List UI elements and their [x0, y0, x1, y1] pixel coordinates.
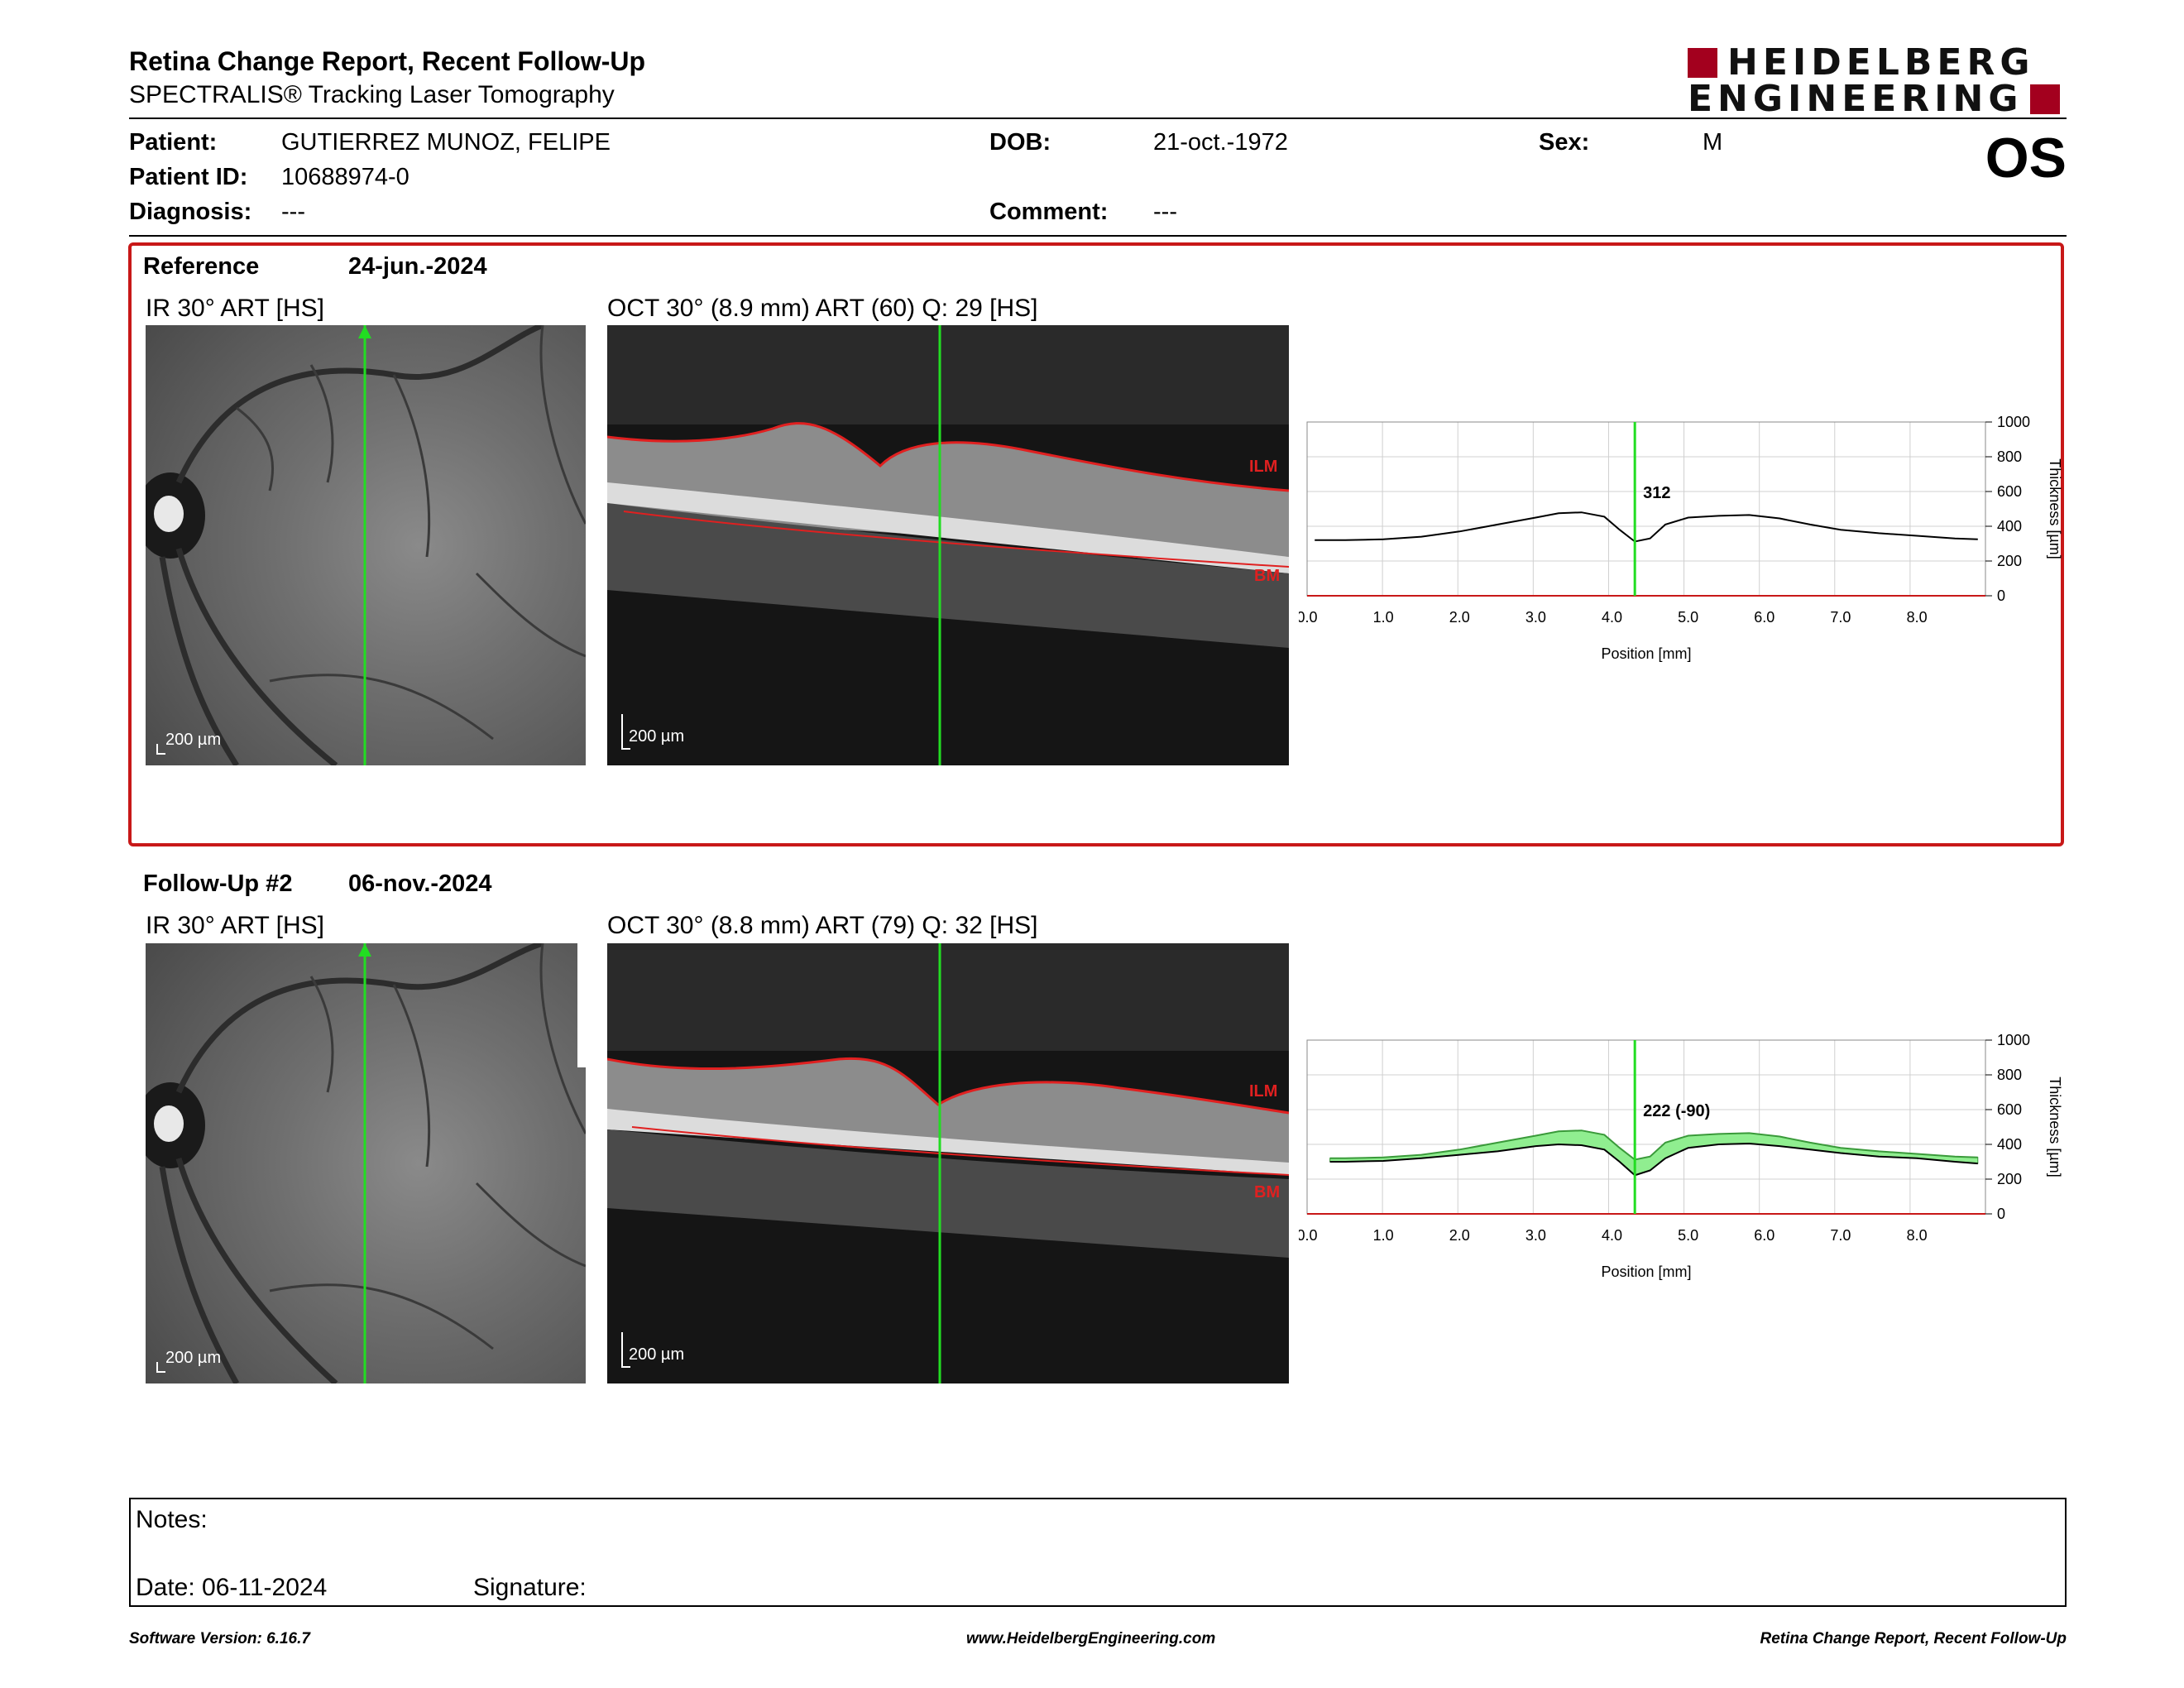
- sex-value: M: [1703, 129, 1723, 156]
- x-tick-label: 6.0: [1754, 609, 1774, 626]
- reference-label: Reference: [143, 253, 260, 280]
- reference-bm-label: BM: [1254, 567, 1281, 585]
- logo-line-1: HEIDELBERG: [1727, 41, 2035, 84]
- reference-oct-label: OCT 30° (8.9 mm) ART (60) Q: 29 [HS]: [607, 295, 1038, 322]
- x-tick-label: 2.0: [1449, 609, 1470, 626]
- y-tick-label: 200: [1997, 553, 2022, 569]
- y-tick-label: 1000: [1997, 414, 2030, 430]
- x-tick-label: 8.0: [1907, 609, 1928, 626]
- reference-date: 24-jun.-2024: [348, 253, 487, 280]
- report-subtitle: SPECTRALIS® Tracking Laser Tomography: [129, 81, 615, 108]
- y-tick-label: 600: [1997, 483, 2022, 500]
- thickness-line-1: [1329, 1129, 1978, 1161]
- x-tick-label: 3.0: [1525, 609, 1546, 626]
- x-tick-label: 0.0: [1299, 1227, 1318, 1244]
- x-tick-label: 8.0: [1907, 1227, 1928, 1244]
- notes-box[interactable]: Notes: Date: 06-11-2024 Signature:: [129, 1498, 2067, 1607]
- followup-ir-scale: 200 µm: [165, 1349, 222, 1367]
- y-tick-label: 800: [1997, 448, 2022, 465]
- y-tick-label: 0: [1997, 1206, 2005, 1222]
- y-axis-label: Thickness [µm]: [2047, 1077, 2063, 1177]
- footer-software-version: Software Version: 6.16.7: [129, 1630, 310, 1647]
- x-tick-label: 7.0: [1830, 609, 1851, 626]
- reference-ir-image: 200 µm: [146, 325, 586, 765]
- followup-oct-label: OCT 30° (8.8 mm) ART (79) Q: 32 [HS]: [607, 912, 1038, 939]
- header-divider: [129, 117, 2067, 119]
- signature-label: Signature:: [473, 1574, 587, 1601]
- followup-fundus-vessels: [146, 943, 586, 1383]
- x-tick-label: 6.0: [1754, 1227, 1774, 1244]
- y-axis-label: Thickness [µm]: [2047, 458, 2063, 559]
- reference-thickness-chart: 0 200 400 600 800 1000 0.0 1.0 2.0 3.0 4.0 5.0 6.0 7.…: [1299, 414, 2063, 662]
- followup-ir-label: IR 30° ART [HS]: [146, 912, 324, 939]
- reference-oct-scale: 200 µm: [629, 727, 685, 746]
- patient-divider: [129, 235, 2067, 237]
- followup-thickness-chart: 0 200 400 600 800 1000 0.0 1.0 2.0 3.0 4.0 5.0 6.0 7.…: [1299, 1032, 2063, 1280]
- patient-name: GUTIERREZ MUNOZ, FELIPE: [281, 129, 611, 156]
- patient-id-label: Patient ID:: [129, 164, 248, 190]
- y-tick-label: 1000: [1997, 1032, 2030, 1048]
- x-tick-label: 4.0: [1602, 1227, 1622, 1244]
- x-axis-label: Position [mm]: [1601, 1264, 1691, 1280]
- followup-bm-label: BM: [1254, 1183, 1281, 1201]
- logo-line-2: ENGINEERING: [1688, 78, 2024, 120]
- notes-label: Notes:: [136, 1506, 208, 1533]
- x-tick-label: 5.0: [1678, 609, 1698, 626]
- y-tick-label: 800: [1997, 1067, 2022, 1083]
- x-tick-label: 1.0: [1373, 1227, 1394, 1244]
- notes-date: Date: 06-11-2024: [136, 1574, 328, 1601]
- report-title: Retina Change Report, Recent Follow-Up: [129, 46, 646, 76]
- x-tick-label: 1.0: [1373, 609, 1394, 626]
- followup-label: Follow-Up #2: [143, 870, 293, 897]
- diagnosis-value: ---: [281, 199, 305, 225]
- footer-report-name: Retina Change Report, Recent Follow-Up: [1760, 1630, 2067, 1647]
- thickness-line-0: [1329, 1142, 1978, 1177]
- y-tick-label: 0: [1997, 587, 2005, 604]
- dob-value: 21-oct.-1972: [1153, 129, 1288, 156]
- footer-website[interactable]: www.HeidelbergEngineering.com: [966, 1630, 1216, 1647]
- followup-date: 06-nov.-2024: [348, 870, 492, 897]
- followup-ir-image: 200 µm: [146, 943, 586, 1383]
- reference-fundus-vessels: [146, 325, 586, 765]
- cursor-thickness-value: 222 (-90): [1643, 1102, 1710, 1120]
- x-tick-label: 7.0: [1830, 1227, 1851, 1244]
- y-tick-label: 200: [1997, 1171, 2022, 1187]
- patient-label: Patient:: [129, 129, 218, 156]
- x-tick-label: 2.0: [1449, 1227, 1470, 1244]
- x-axis-label: Position [mm]: [1601, 645, 1691, 662]
- reference-oct-scan: [607, 325, 1289, 765]
- reference-ir-scale: 200 µm: [165, 731, 222, 749]
- thickness-line-0: [1315, 511, 1978, 543]
- cursor-thickness-value: 312: [1643, 484, 1670, 502]
- reference-ir-label: IR 30° ART [HS]: [146, 295, 324, 322]
- followup-oct-image: ILM BM 200 µm: [607, 943, 1289, 1383]
- x-tick-label: 0.0: [1299, 609, 1318, 626]
- reference-ilm-label: ILM: [1249, 458, 1278, 476]
- logo-square-top: [1688, 48, 1717, 78]
- followup-ilm-label: ILM: [1249, 1082, 1278, 1101]
- diagnosis-label: Diagnosis:: [129, 199, 252, 225]
- followup-oct-scale: 200 µm: [629, 1345, 685, 1364]
- y-tick-label: 400: [1997, 518, 2022, 535]
- y-tick-label: 400: [1997, 1136, 2022, 1153]
- reference-frame: [128, 242, 2064, 846]
- x-tick-label: 4.0: [1602, 609, 1622, 626]
- eye-indicator: OS: [1985, 127, 2067, 189]
- x-tick-label: 5.0: [1678, 1227, 1698, 1244]
- comment-value: ---: [1153, 199, 1177, 225]
- sex-label: Sex:: [1539, 129, 1590, 156]
- y-tick-label: 600: [1997, 1101, 2022, 1118]
- x-tick-label: 3.0: [1525, 1227, 1546, 1244]
- reference-oct-image: ILM BM 200 µm: [607, 325, 1289, 765]
- patient-id: 10688974-0: [281, 164, 410, 190]
- comment-label: Comment:: [989, 199, 1109, 225]
- plot-frame: [1306, 421, 1986, 597]
- logo-square-bottom: [2030, 84, 2060, 114]
- dob-label: DOB:: [989, 129, 1051, 156]
- plot-frame: [1306, 1039, 1986, 1215]
- followup-oct-scan: [607, 943, 1289, 1383]
